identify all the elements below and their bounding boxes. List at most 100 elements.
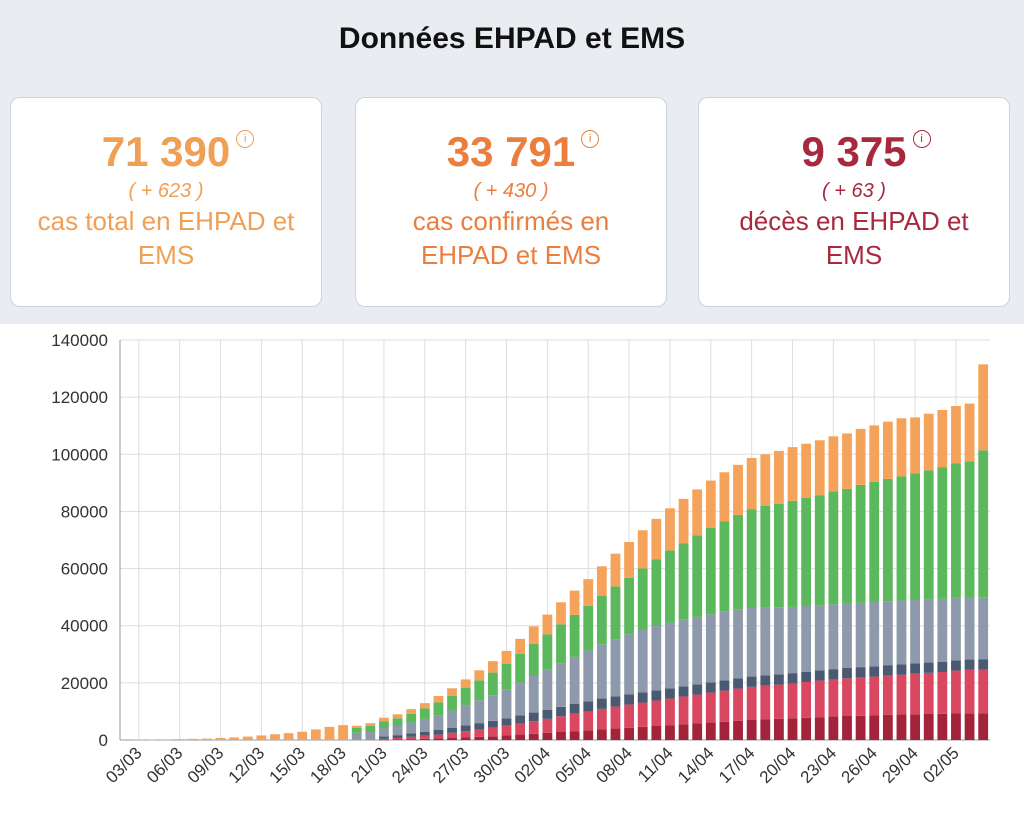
bar-segment-series-3 bbox=[910, 600, 920, 664]
bar-segment-series-5 bbox=[733, 464, 743, 515]
bar-segment-series-5 bbox=[705, 480, 716, 528]
x-tick-label: 03/03 bbox=[102, 743, 146, 787]
bar-segment-series-2 bbox=[814, 670, 825, 681]
bar-segment-series-1 bbox=[596, 708, 607, 730]
bar-segment-series-5 bbox=[147, 739, 158, 741]
bar-segment-series-5 bbox=[379, 717, 389, 722]
page-title: Données EHPAD et EMS bbox=[338, 22, 686, 55]
info-icon[interactable]: i bbox=[236, 130, 255, 148]
bar-segment-series-0 bbox=[542, 732, 553, 740]
bar-segment-series-3 bbox=[447, 710, 457, 728]
bar-segment-series-3 bbox=[760, 607, 771, 676]
info-icon[interactable]: i bbox=[912, 130, 931, 148]
bar-segment-series-0 bbox=[433, 738, 444, 740]
bar-segment-series-0 bbox=[896, 714, 907, 740]
bar-segment-series-2 bbox=[937, 661, 948, 672]
bar-segment-series-3 bbox=[610, 639, 621, 697]
x-tick-label: 02/04 bbox=[511, 743, 555, 787]
bar-segment-series-5 bbox=[351, 725, 362, 728]
bar-segment-series-0 bbox=[583, 730, 594, 740]
bar-segment-series-4 bbox=[787, 500, 798, 607]
bar-segment-series-5 bbox=[515, 638, 526, 654]
bar-segment-series-4 bbox=[460, 688, 471, 706]
bar-segment-series-4 bbox=[665, 550, 675, 623]
x-tick-label: 18/03 bbox=[306, 743, 350, 787]
bar-segment-series-5 bbox=[419, 703, 430, 709]
x-tick-label: 11/04 bbox=[634, 743, 677, 786]
bar-segment-series-1 bbox=[951, 670, 961, 714]
x-tick-label: 08/04 bbox=[592, 743, 636, 787]
bar-segment-series-5 bbox=[882, 421, 893, 479]
bar-segment-series-4 bbox=[542, 634, 553, 670]
bar-segment-series-4 bbox=[433, 702, 444, 716]
bar-segment-series-4 bbox=[488, 672, 498, 696]
bar-segment-series-5 bbox=[460, 679, 471, 688]
bar-segment-series-2 bbox=[392, 735, 403, 738]
x-tick-label: 15/03 bbox=[266, 743, 310, 787]
info-icon[interactable]: i bbox=[581, 130, 600, 148]
x-tick-label: 24/03 bbox=[388, 743, 432, 787]
bar-segment-series-5 bbox=[215, 738, 226, 740]
bar-segment-series-1 bbox=[433, 734, 444, 739]
bar-segment-series-5 bbox=[910, 417, 920, 474]
bar-segment-series-2 bbox=[542, 709, 553, 719]
bar-segment-series-5 bbox=[297, 731, 308, 740]
bar-segment-series-3 bbox=[392, 726, 403, 736]
bar-segment-series-0 bbox=[719, 721, 730, 740]
bar-segment-series-0 bbox=[746, 720, 757, 740]
x-tick-label: 06/03 bbox=[143, 743, 187, 787]
bar-segment-series-5 bbox=[774, 450, 784, 504]
bar-segment-series-1 bbox=[978, 669, 989, 714]
bar-segment-series-1 bbox=[379, 738, 389, 740]
bar-segment-series-3 bbox=[692, 616, 703, 685]
bar-segment-series-2 bbox=[556, 706, 566, 717]
bar-segment-series-2 bbox=[406, 733, 417, 737]
bar-segment-series-4 bbox=[474, 680, 485, 701]
bar-segment-series-2 bbox=[746, 676, 757, 687]
bar-segment-series-3 bbox=[951, 597, 961, 661]
bar-segment-series-1 bbox=[855, 677, 866, 716]
bar-segment-series-1 bbox=[569, 713, 580, 732]
bar-segment-series-3 bbox=[828, 604, 839, 670]
bar-segment-series-1 bbox=[501, 725, 512, 736]
stacked-bar-chart: 0 20000 40000 60000 80000 100000 120000 140000 0… bbox=[51, 331, 990, 787]
bar-segment-series-1 bbox=[392, 738, 403, 740]
bar-segment-series-4 bbox=[855, 484, 866, 603]
bar-segment-series-0 bbox=[379, 739, 389, 741]
bar-segment-series-1 bbox=[692, 694, 703, 724]
bar-segment-series-0 bbox=[406, 739, 417, 740]
bar-segment-series-1 bbox=[488, 727, 498, 737]
bar-segment-series-5 bbox=[569, 590, 580, 615]
bar-segment-series-5 bbox=[392, 714, 403, 719]
bar-segment-series-1 bbox=[542, 718, 553, 733]
bar-segment-series-1 bbox=[787, 683, 798, 719]
bar-segment-series-2 bbox=[379, 736, 389, 739]
bar-segment-series-0 bbox=[910, 714, 920, 740]
bar-segment-series-5 bbox=[283, 733, 294, 740]
bar-segment-series-3 bbox=[596, 644, 607, 699]
bar-segment-series-0 bbox=[569, 731, 580, 740]
bar-segment-series-5 bbox=[787, 447, 798, 501]
bar-segment-series-3 bbox=[746, 608, 757, 677]
bar-segment-series-4 bbox=[379, 721, 389, 728]
deaths-value: 9 375 i bbox=[801, 126, 931, 178]
bar-segment-series-3 bbox=[923, 599, 934, 663]
x-tick-label: 23/04 bbox=[797, 743, 841, 787]
bar-segment-series-5 bbox=[637, 530, 648, 569]
bar-segment-series-4 bbox=[651, 559, 662, 626]
bar-segment-series-4 bbox=[746, 509, 757, 608]
bar-segment-series-4 bbox=[882, 478, 893, 602]
bar-segment-series-4 bbox=[937, 467, 948, 599]
bar-segment-series-1 bbox=[678, 696, 689, 725]
total-cases-delta: ( + 623 ) bbox=[128, 180, 204, 202]
bar-segment-series-3 bbox=[379, 728, 389, 737]
bar-segment-series-1 bbox=[705, 692, 716, 723]
bar-segment-series-2 bbox=[692, 684, 703, 695]
bar-segment-series-3 bbox=[515, 682, 526, 716]
bar-segment-series-5 bbox=[174, 739, 185, 740]
bar-segment-series-4 bbox=[760, 506, 771, 608]
bar-segment-series-0 bbox=[665, 725, 675, 740]
bar-segment-series-5 bbox=[869, 425, 880, 482]
bar-segment-series-5 bbox=[365, 723, 376, 726]
bar-segment-series-2 bbox=[433, 730, 444, 735]
